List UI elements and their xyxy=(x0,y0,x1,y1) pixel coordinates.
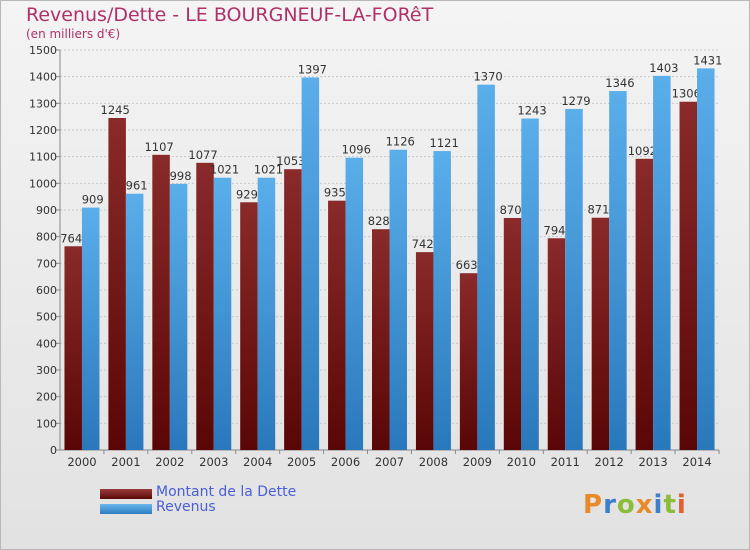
x-tick-label: 2007 xyxy=(375,455,404,469)
x-tick-label: 2010 xyxy=(507,455,536,469)
x-tick-label: 2011 xyxy=(551,455,580,469)
data-label-dette: 871 xyxy=(587,203,609,217)
bar-dette xyxy=(284,169,302,450)
data-label-revenus: 1126 xyxy=(386,135,415,149)
chart-title: Revenus/Dette - LE BOURGNEUF-LA-FORêT xyxy=(26,4,434,26)
bar-revenus xyxy=(213,177,232,450)
y-tick-label: 800 xyxy=(36,231,57,244)
bar-revenus xyxy=(609,91,627,451)
y-tick-label: 100 xyxy=(36,417,57,430)
data-label-dette: 1245 xyxy=(101,103,130,117)
data-label-dette: 1306 xyxy=(672,87,701,101)
y-tick-label: 0 xyxy=(50,444,57,457)
x-tick-label: 2006 xyxy=(331,455,360,469)
data-label-revenus: 998 xyxy=(170,169,192,183)
data-label-dette: 1053 xyxy=(276,154,305,168)
bar-dette xyxy=(415,252,434,450)
bar-dette xyxy=(547,238,566,450)
bar-revenus xyxy=(125,193,144,450)
data-label-dette: 764 xyxy=(60,231,82,245)
bar-revenus xyxy=(433,151,451,451)
data-label-dette: 935 xyxy=(324,186,346,200)
data-label-revenus: 1121 xyxy=(430,136,459,150)
bar-revenus xyxy=(81,207,100,450)
y-tick-label: 600 xyxy=(36,284,57,297)
y-tick-label: 700 xyxy=(36,257,57,270)
bar-dette xyxy=(64,246,82,450)
bar-revenus xyxy=(169,183,188,450)
bar-dette xyxy=(635,158,654,451)
y-tick-label: 1200 xyxy=(29,124,57,137)
bar-revenus xyxy=(653,75,671,450)
bar-revenus xyxy=(301,77,320,450)
y-tick-label: 200 xyxy=(36,391,57,404)
legend-label-dette: Montant de la Dette xyxy=(156,484,297,500)
data-label-dette: 929 xyxy=(236,187,258,201)
data-label-revenus: 909 xyxy=(82,193,104,207)
bar-revenus xyxy=(345,157,364,450)
data-label-revenus: 1431 xyxy=(693,53,722,67)
data-label-dette: 1077 xyxy=(188,148,217,162)
y-tick-label: 400 xyxy=(36,337,57,350)
legend-swatch-dette xyxy=(100,489,152,499)
x-tick-label: 2009 xyxy=(463,455,492,469)
x-tick-label: 2001 xyxy=(111,455,140,469)
bar-dette xyxy=(459,273,478,450)
data-label-revenus: 1397 xyxy=(298,62,327,76)
y-tick-label: 900 xyxy=(36,204,57,217)
legend-label-revenus: Revenus xyxy=(156,499,216,515)
bar-dette xyxy=(372,229,390,450)
bar-dette xyxy=(679,101,698,450)
y-tick-label: 1100 xyxy=(29,151,57,164)
bar-dette xyxy=(503,218,522,450)
data-label-revenus: 1403 xyxy=(649,61,678,75)
bar-dette xyxy=(196,162,214,451)
bar-revenus xyxy=(565,108,583,450)
x-tick-label: 2013 xyxy=(638,455,667,469)
bar-revenus xyxy=(257,177,276,450)
bar-dette xyxy=(240,202,258,450)
data-label-dette: 1092 xyxy=(628,144,657,158)
bar-dette xyxy=(152,154,170,451)
y-tick-label: 1300 xyxy=(29,97,57,110)
x-tick-label: 2012 xyxy=(595,455,624,469)
data-label-dette: 794 xyxy=(544,223,566,237)
x-tick-label: 2005 xyxy=(287,455,316,469)
data-label-revenus: 1021 xyxy=(210,163,239,177)
x-tick-label: 2008 xyxy=(419,455,448,469)
data-label-dette: 828 xyxy=(368,214,390,228)
bar-revenus xyxy=(697,68,715,451)
y-tick-label: 1400 xyxy=(29,71,57,84)
data-label-dette: 870 xyxy=(500,203,522,217)
data-label-revenus: 1346 xyxy=(605,76,634,90)
data-label-revenus: 1096 xyxy=(342,143,371,157)
data-label-revenus: 1370 xyxy=(473,70,502,84)
y-tick-label: 1500 xyxy=(29,44,57,57)
x-tick-label: 2000 xyxy=(67,455,96,469)
data-label-revenus: 1021 xyxy=(254,163,283,177)
legend-swatch-revenus xyxy=(100,504,152,514)
x-tick-label: 2002 xyxy=(155,455,184,469)
y-tick-label: 500 xyxy=(36,311,57,324)
bar-dette xyxy=(591,217,610,450)
proxiti-logo: Proxiti xyxy=(583,490,687,520)
y-tick-label: 300 xyxy=(36,364,57,377)
x-tick-label: 2014 xyxy=(682,455,711,469)
chart-subtitle: (en milliers d'€) xyxy=(26,27,121,41)
data-label-revenus: 1279 xyxy=(561,94,590,108)
data-label-dette: 742 xyxy=(412,237,434,251)
data-label-dette: 663 xyxy=(456,258,478,272)
x-tick-label: 2004 xyxy=(243,455,272,469)
x-tick-label: 2003 xyxy=(199,455,228,469)
data-label-dette: 1107 xyxy=(144,140,173,154)
bar-dette xyxy=(328,200,346,450)
bar-revenus xyxy=(521,118,539,451)
bar-dette xyxy=(108,118,126,450)
bar-revenus xyxy=(477,84,495,451)
y-tick-label: 1000 xyxy=(29,177,57,190)
bar-revenus xyxy=(389,149,407,450)
data-label-revenus: 961 xyxy=(126,179,148,193)
data-label-revenus: 1243 xyxy=(517,104,546,118)
